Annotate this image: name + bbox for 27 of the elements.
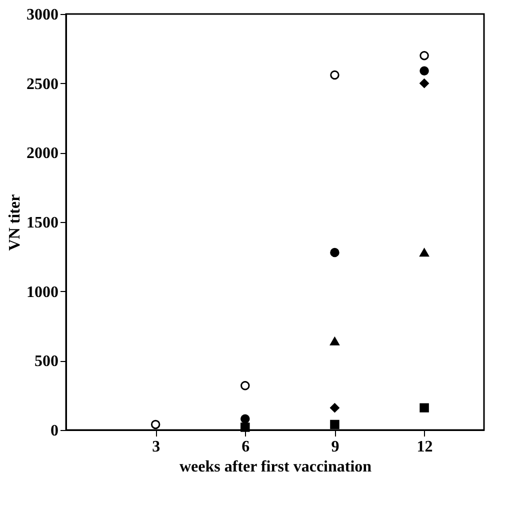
point (330, 420, 340, 430)
y-tick-label: 1000 (26, 284, 58, 301)
point (330, 403, 340, 412)
x-tick-label: 12 (416, 438, 433, 456)
point (420, 403, 429, 412)
x-tick-label: 9 (331, 438, 340, 456)
point (420, 66, 429, 76)
point (240, 414, 250, 424)
point (150, 420, 160, 430)
point (330, 70, 340, 80)
y-tick-label: 3000 (26, 6, 58, 24)
point (330, 337, 340, 346)
point (420, 78, 429, 88)
y-tick-label: 2500 (26, 76, 58, 93)
y-tick-label: 0 (50, 422, 58, 440)
x-tick-label: 3 (152, 438, 160, 456)
point (420, 248, 429, 257)
point (420, 50, 429, 60)
point (330, 248, 340, 258)
point (240, 381, 250, 390)
x-axis-title: weeks after first vaccination (179, 458, 372, 476)
y-tick-label: 2000 (26, 145, 58, 162)
y-tick-label: 500 (34, 353, 58, 370)
y-tick-label: 1500 (26, 214, 58, 232)
y-axis-title: VN titer (6, 194, 24, 251)
x-tick-label: 6 (242, 438, 250, 456)
point (240, 422, 250, 432)
